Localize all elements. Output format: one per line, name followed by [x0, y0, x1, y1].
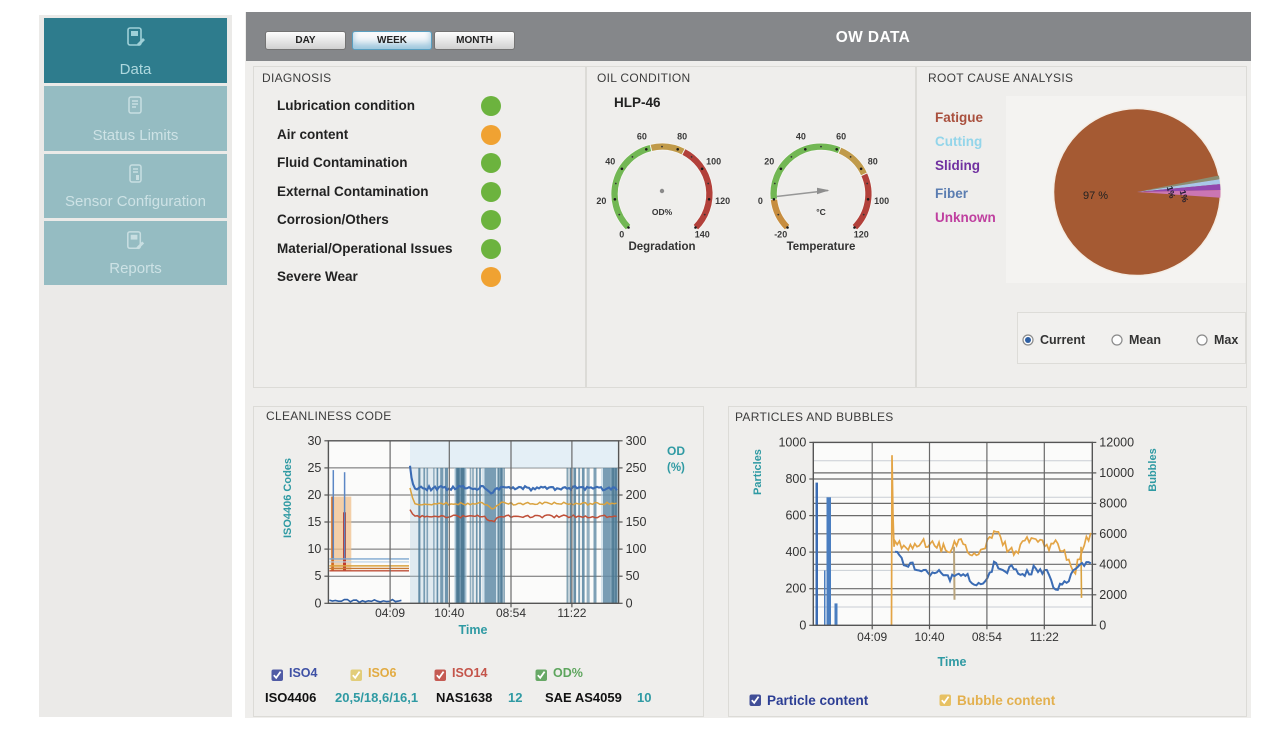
- svg-text:8000: 8000: [1099, 496, 1127, 510]
- svg-text:04:09: 04:09: [375, 606, 405, 620]
- svg-text:°C: °C: [816, 207, 826, 217]
- svg-text:50: 50: [626, 569, 640, 583]
- svg-text:(%): (%): [667, 462, 685, 474]
- svg-text:97 %: 97 %: [1083, 190, 1108, 202]
- svg-text:20: 20: [596, 196, 606, 206]
- svg-text:100: 100: [874, 196, 889, 206]
- svg-text:400: 400: [785, 545, 806, 559]
- svg-text:11:22: 11:22: [1030, 630, 1059, 644]
- svg-text:4000: 4000: [1099, 557, 1127, 571]
- svg-text:Time: Time: [938, 655, 967, 669]
- svg-text:600: 600: [785, 509, 806, 523]
- svg-text:100: 100: [626, 542, 647, 556]
- svg-text:10:40: 10:40: [434, 606, 464, 620]
- svg-text:80: 80: [868, 157, 878, 167]
- svg-text:11:22: 11:22: [557, 606, 586, 620]
- svg-text:OD: OD: [667, 444, 685, 458]
- svg-text:1%: 1%: [1178, 189, 1191, 204]
- svg-text:30: 30: [307, 434, 321, 448]
- svg-text:Bubbles: Bubbles: [1147, 448, 1159, 491]
- svg-text:ISO4406 Codes: ISO4406 Codes: [282, 458, 294, 538]
- svg-text:40: 40: [796, 131, 806, 141]
- svg-text:60: 60: [836, 131, 846, 141]
- svg-text:200: 200: [626, 488, 647, 502]
- svg-text:12000: 12000: [1099, 435, 1134, 449]
- svg-text:0: 0: [626, 596, 633, 610]
- svg-text:20: 20: [764, 157, 774, 167]
- svg-text:10:40: 10:40: [914, 630, 944, 644]
- svg-text:10000: 10000: [1099, 466, 1134, 480]
- svg-text:20: 20: [307, 488, 321, 502]
- svg-text:Temperature: Temperature: [787, 241, 856, 253]
- svg-text:80: 80: [677, 131, 687, 141]
- svg-text:Time: Time: [459, 623, 488, 637]
- svg-text:08:54: 08:54: [496, 606, 526, 620]
- svg-text:120: 120: [854, 229, 869, 239]
- svg-text:08:54: 08:54: [972, 630, 1002, 644]
- svg-text:100: 100: [706, 157, 721, 167]
- svg-text:0: 0: [1099, 618, 1106, 632]
- svg-text:300: 300: [626, 434, 647, 448]
- svg-text:120: 120: [715, 196, 730, 206]
- svg-text:40: 40: [605, 157, 615, 167]
- svg-text:0: 0: [758, 196, 763, 206]
- svg-text:6000: 6000: [1099, 527, 1127, 541]
- svg-text:1000: 1000: [778, 435, 806, 449]
- svg-text:250: 250: [626, 461, 647, 475]
- svg-text:150: 150: [626, 515, 647, 529]
- svg-text:25: 25: [307, 461, 321, 475]
- svg-text:5: 5: [314, 569, 321, 583]
- svg-text:140: 140: [695, 229, 710, 239]
- svg-text:60: 60: [637, 131, 647, 141]
- svg-text:200: 200: [785, 582, 806, 596]
- svg-text:10: 10: [307, 542, 321, 556]
- svg-text:Degradation: Degradation: [628, 241, 695, 253]
- svg-text:OD%: OD%: [652, 207, 673, 217]
- svg-text:2000: 2000: [1099, 588, 1127, 602]
- svg-text:800: 800: [785, 472, 806, 486]
- svg-text:15: 15: [307, 515, 321, 529]
- svg-text:-20: -20: [774, 229, 787, 239]
- svg-text:1%: 1%: [1165, 185, 1178, 200]
- svg-text:0: 0: [799, 618, 806, 632]
- svg-text:0: 0: [619, 229, 624, 239]
- svg-text:0: 0: [314, 596, 321, 610]
- svg-text:Particles: Particles: [752, 449, 764, 495]
- svg-text:04:09: 04:09: [857, 630, 887, 644]
